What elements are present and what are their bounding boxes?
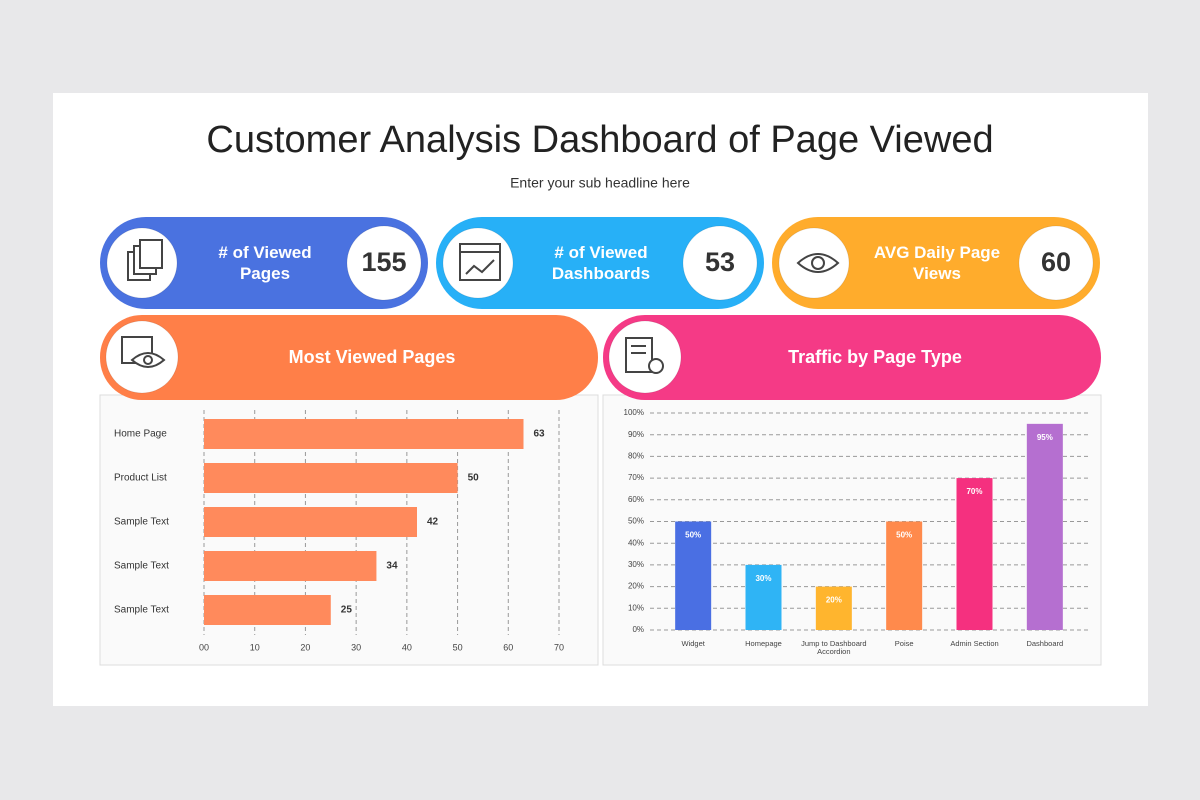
value-label: 50% [896, 531, 912, 540]
kpi-label-box: AVG Daily Page Views [873, 243, 1001, 283]
y-tick-label: 20% [628, 582, 644, 591]
layer: # of Viewed Pages 155 # of Viewed Dashboar… [100, 217, 1101, 656]
kpi-value-circle [346, 225, 422, 301]
y-tick-label: 40% [628, 538, 644, 547]
x-tick-label-box: Jump to Dashboard Accordion [801, 640, 867, 656]
kpi-value: 53 [705, 247, 735, 277]
bar [886, 521, 923, 630]
value-label: 42 [427, 517, 439, 528]
bar [204, 419, 524, 449]
category-label: Sample Text [114, 605, 169, 616]
y-tick-label: 30% [628, 560, 644, 569]
x-tick-label: 40 [402, 642, 412, 652]
dashboard-icon [459, 243, 501, 281]
value-label: 63 [534, 429, 546, 440]
panel-header [603, 315, 1101, 400]
kpi-icon-circle [778, 227, 850, 299]
x-tick-label: Admin Section [950, 640, 999, 648]
bar [815, 586, 852, 630]
y-tick-label: 0% [632, 625, 644, 634]
y-tick-label: 100% [624, 408, 644, 417]
kpi-value-circle [1018, 225, 1094, 301]
x-tick-label: Dashboard [1026, 640, 1064, 648]
panel-icon-circle [608, 320, 682, 394]
x-tick-label: Jump to Dashboard Accordion [801, 640, 867, 656]
eye-icon [796, 253, 840, 273]
bar [1026, 423, 1063, 630]
value-label: 30% [755, 574, 771, 583]
category-label: Product List [114, 473, 167, 484]
pages-icon [127, 239, 163, 281]
y-tick-label: 10% [628, 603, 644, 612]
kpi-value-circle [682, 225, 758, 301]
kpi-label: # of Viewed Dashboards [551, 243, 651, 283]
kpi-icon-circle [442, 227, 514, 299]
bar [956, 478, 993, 630]
value-label: 20% [826, 596, 842, 605]
bar [204, 507, 417, 537]
x-tick-label-box: Homepage [745, 640, 782, 648]
bar [204, 463, 458, 493]
x-tick-label-box: Widget [681, 640, 705, 648]
x-tick-label: 20 [300, 642, 310, 652]
x-tick-label-box: Poise [894, 640, 914, 648]
x-tick-label: Widget [681, 640, 705, 648]
category-label: Sample Text [114, 561, 169, 572]
value-label: 34 [386, 561, 398, 572]
bar [745, 564, 782, 630]
value-label: 95% [1037, 433, 1053, 442]
kpi-label-box: # of Viewed Pages [218, 243, 312, 283]
kpi-pill [100, 217, 428, 309]
kpi-value: 60 [1041, 247, 1071, 277]
value-label: 70% [966, 487, 982, 496]
icons [121, 239, 840, 374]
kpi-pill [772, 217, 1100, 309]
y-tick-label: 80% [628, 452, 644, 461]
x-tick-label: 70 [554, 642, 564, 652]
y-tick-label: 90% [628, 430, 644, 439]
y-tick-label: 70% [628, 473, 644, 482]
x-tick-label: 10 [250, 642, 260, 652]
category-label: Sample Text [114, 517, 169, 528]
kpi-pill [436, 217, 764, 309]
x-tick-label: 60 [503, 642, 513, 652]
panel-header [100, 315, 598, 400]
value-label: 25 [341, 605, 353, 616]
category-label: Home Page [114, 429, 167, 440]
bar [675, 521, 712, 630]
viewer-icon [121, 336, 166, 368]
doc-gear-icon [625, 337, 664, 374]
x-tick-label: 00 [199, 642, 209, 652]
kpi-value: 155 [361, 247, 406, 277]
title: Customer Analysis Dashboard of Page View… [206, 119, 993, 161]
value-label: 50% [685, 531, 701, 540]
chart-title: Most Viewed Pages [289, 347, 456, 367]
x-tick-label: 50 [453, 642, 463, 652]
x-tick-label: 30 [351, 642, 361, 652]
subtitle: Enter your sub headline here [510, 175, 690, 191]
bar [204, 551, 377, 581]
kpi-label: # of Viewed Pages [218, 243, 312, 283]
chart-title: Traffic by Page Type [788, 347, 962, 367]
x-tick-label: Homepage [745, 640, 782, 648]
x-tick-label-box: Dashboard [1026, 640, 1064, 648]
value-label: 50 [468, 473, 480, 484]
bar [204, 595, 331, 625]
x-tick-label: Poise [894, 640, 914, 648]
kpi-label: AVG Daily Page Views [873, 243, 1001, 283]
y-tick-label: 50% [628, 517, 644, 526]
x-tick-label-box: Admin Section [950, 640, 999, 648]
kpi-label-box: # of Viewed Dashboards [551, 243, 651, 283]
y-tick-label: 60% [628, 495, 644, 504]
